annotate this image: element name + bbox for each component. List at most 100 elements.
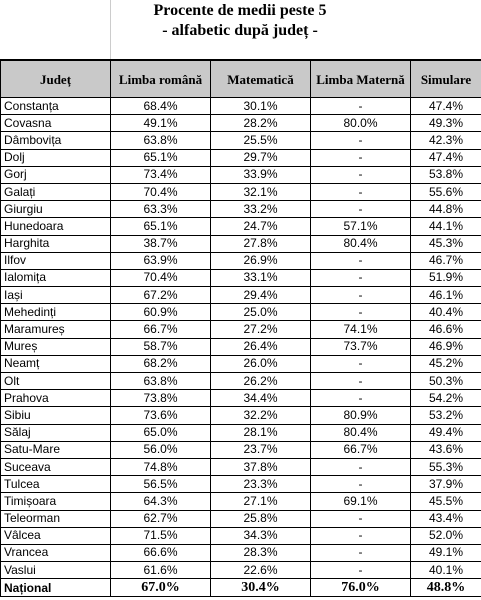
row: Giurgiu 63.3% 33.2% -44.8%: [0, 200, 481, 219]
cell: 37.9%: [410, 475, 481, 494]
cell: 58.7%: [110, 337, 211, 356]
cell: -: [310, 148, 411, 167]
cell: 43.6%: [410, 440, 481, 459]
column-header: Județ: [0, 60, 111, 98]
cell: 23.7%: [210, 440, 311, 459]
cell: -: [310, 286, 411, 305]
cell: 55.3%: [410, 457, 481, 477]
title-block: Procente de medii peste 5 - alfabetic du…: [0, 0, 481, 60]
cell: 45.5%: [410, 492, 481, 511]
cell: 45.3%: [410, 234, 481, 253]
row: Dolj 65.1% 29.7% -47.4%: [0, 148, 481, 167]
row: Prahova 73.8% 34.4% -54.2%: [0, 389, 481, 408]
cell: 45.2%: [410, 354, 481, 374]
row: Mehedinți 60.9% 25.0% -40.4%: [0, 303, 481, 322]
cell: 26.0%: [210, 354, 311, 374]
cell: 68.2%: [110, 354, 211, 374]
county: Suceava: [0, 457, 111, 477]
cell: 25.8%: [210, 509, 311, 528]
cell: 22.6%: [210, 561, 311, 580]
cell: 38.7%: [110, 234, 211, 253]
row: Constanța 68.4% 30.1% -47.4%: [0, 96, 481, 116]
total-cell: 30.4%: [210, 578, 311, 598]
county: Constanța: [0, 96, 111, 116]
cell: 73.4%: [110, 165, 211, 184]
cell: 40.4%: [410, 303, 481, 322]
cell: -: [310, 543, 411, 563]
county: Neamț: [0, 354, 111, 374]
county: Vâlcea: [0, 526, 111, 545]
column-header: Matematică: [210, 60, 311, 98]
cell: 65.0%: [110, 423, 211, 442]
cell: 49.4%: [410, 423, 481, 442]
county: Olt: [0, 371, 111, 391]
cell: 49.1%: [110, 114, 211, 133]
cell: 46.6%: [410, 320, 481, 339]
results-table: Județ Limba română Matematică Limba Maternă…: [0, 60, 481, 598]
cell: -: [310, 509, 411, 528]
county: Iași: [0, 286, 111, 305]
row: Maramureș 66.7% 27.2% 74.1% 46.6%: [0, 320, 481, 339]
row: Dâmbovița 63.8% 25.5% -42.3%: [0, 131, 481, 150]
cell: 51.9%: [410, 268, 481, 288]
cell: 28.2%: [210, 114, 311, 133]
cell: 32.2%: [210, 406, 311, 425]
cell: -: [310, 268, 411, 288]
column-header: Simulare: [410, 60, 481, 98]
cell: 37.8%: [210, 457, 311, 477]
row: Galați 70.4% 32.1% -55.6%: [0, 182, 481, 202]
cell: 27.1%: [210, 492, 311, 511]
county: Harghita: [0, 234, 111, 253]
row: Olt 63.8% 26.2% -50.3%: [0, 371, 481, 391]
county: Dolj: [0, 148, 111, 167]
cell: 33.9%: [210, 165, 311, 184]
cell: 73.6%: [110, 406, 211, 425]
cell: 29.4%: [210, 286, 311, 305]
row: Vâlcea 71.5% 34.3% -52.0%: [0, 526, 481, 545]
row: Tulcea 56.5% 23.3% -37.9%: [0, 475, 481, 494]
cell: -: [310, 165, 411, 184]
cell: 26.2%: [210, 371, 311, 391]
cell: 26.9%: [210, 251, 311, 270]
cell: 66.7%: [110, 320, 211, 339]
cell: 49.3%: [410, 114, 481, 133]
cell: 67.2%: [110, 286, 211, 305]
cell: 44.8%: [410, 200, 481, 219]
row: Ialomița 70.4% 33.1% -51.9%: [0, 268, 481, 288]
cell: 80.9%: [310, 406, 411, 425]
county: Sălaj: [0, 423, 111, 442]
column-header: Limba Maternă: [310, 60, 411, 98]
cell: 62.7%: [110, 509, 211, 528]
cell: 55.6%: [410, 182, 481, 202]
row: Teleorman 62.7% 25.8% -43.4%: [0, 509, 481, 528]
column-header: Limba română: [110, 60, 211, 98]
cell: 34.4%: [210, 389, 311, 408]
cell: 73.7%: [310, 337, 411, 356]
cell: 60.9%: [110, 303, 211, 322]
county: Giurgiu: [0, 200, 111, 219]
cell: 80.0%: [310, 114, 411, 133]
cell: 54.2%: [410, 389, 481, 408]
county: Sibiu: [0, 406, 111, 425]
row: Neamț 68.2% 26.0% -45.2%: [0, 354, 481, 374]
county: Galați: [0, 182, 111, 202]
county: Prahova: [0, 389, 111, 408]
row: Gorj 73.4% 33.9% -53.8%: [0, 165, 481, 184]
cell: 47.4%: [410, 96, 481, 116]
total-label: Național: [0, 578, 111, 598]
cell: 28.3%: [210, 543, 311, 563]
cell: 30.1%: [210, 96, 311, 116]
cell: -: [310, 526, 411, 545]
cell: 23.3%: [210, 475, 311, 494]
cell: 46.1%: [410, 286, 481, 305]
total-cell: 67.0%: [110, 578, 211, 598]
row: Mureș 58.7% 26.4% 73.7% 46.9%: [0, 337, 481, 356]
row: Vaslui 61.6% 22.6% -40.1%: [0, 561, 481, 580]
subtitle: - alfabetic după județ -: [162, 22, 318, 39]
grid-line: [110, 0, 111, 59]
cell: 63.8%: [110, 371, 211, 391]
cell: 25.0%: [210, 303, 311, 322]
county: Dâmbovița: [0, 131, 111, 150]
cell: -: [310, 303, 411, 322]
